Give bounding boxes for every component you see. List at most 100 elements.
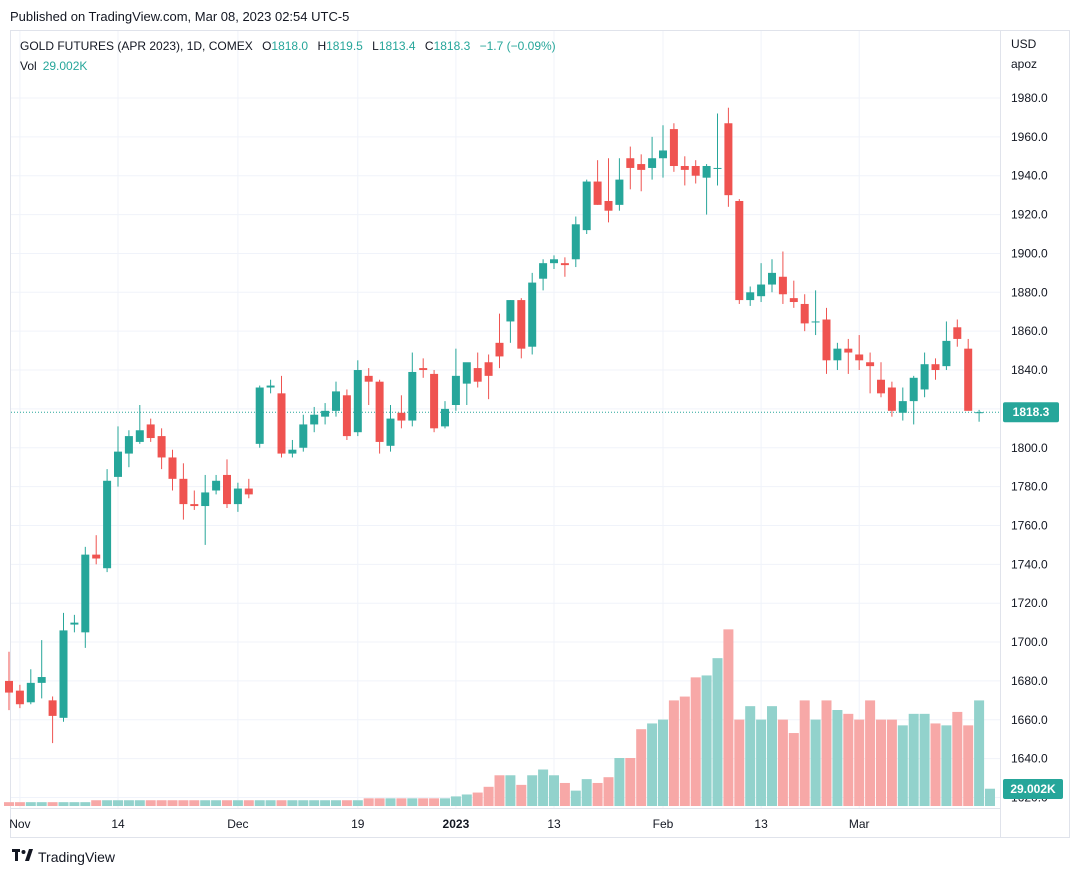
volume-bar [592, 782, 603, 806]
volume-bar [450, 796, 461, 806]
volume-bar [821, 700, 832, 806]
volume-legend: Vol 29.002K [20, 59, 87, 73]
volume-bar [14, 802, 25, 806]
candle-body [233, 488, 242, 505]
volume-bar [494, 775, 505, 806]
candle-body [124, 436, 133, 454]
candle-body [615, 179, 624, 205]
price-tick-label: 1960.0 [1011, 130, 1048, 144]
candle-body [517, 300, 526, 349]
candle-body [757, 284, 766, 297]
candle-body [811, 321, 820, 323]
volume-bar [232, 800, 243, 806]
volume-bar [156, 800, 167, 806]
chart-frame [10, 30, 1070, 838]
candle-body [397, 412, 406, 421]
volume-bar [647, 723, 658, 806]
candle-body [277, 393, 286, 454]
time-tick-label: Dec [227, 817, 248, 831]
candle-body [659, 150, 667, 159]
price-tick-label: 1700.0 [1011, 635, 1048, 649]
symbol-legend: GOLD FUTURES (APR 2023), 1D, COMEX O1818… [20, 39, 556, 53]
candle-body [342, 395, 351, 437]
volume-bar [222, 800, 232, 806]
price-tick-label: 1740.0 [1011, 557, 1048, 571]
close-label: C [424, 39, 434, 53]
candle-body [430, 373, 439, 429]
volume-bar [625, 758, 636, 806]
volume-bar [636, 729, 647, 806]
volume-bar [559, 782, 570, 806]
price-tick-label: 1880.0 [1011, 285, 1048, 299]
candle-body [702, 166, 711, 178]
volume-bar [799, 700, 810, 806]
symbol-title: GOLD FUTURES (APR 2023), 1D, COMEX [20, 39, 253, 53]
volume-bar [440, 798, 450, 806]
last-price-label: 1818.3 [1013, 405, 1050, 419]
volume-bar [658, 719, 668, 806]
time-tick-label: 2023 [443, 817, 470, 831]
brand-name: TradingView [38, 849, 116, 865]
published-caption: Published on TradingView.com, Mar 08, 20… [10, 9, 350, 24]
volume-bar [756, 719, 767, 806]
price-tick-label: 1900.0 [1011, 246, 1048, 260]
candle-body [462, 362, 471, 384]
candle-body [887, 387, 896, 411]
volume-bar [287, 800, 298, 806]
volume-bar [908, 713, 919, 806]
volume-bar [974, 700, 985, 806]
volume-bar [516, 784, 527, 806]
low-value: 1813.4 [378, 39, 416, 53]
candle-body [909, 377, 918, 402]
price-tick-label: 1780.0 [1011, 480, 1048, 494]
candle-body [724, 123, 733, 196]
candle-body [789, 298, 798, 303]
volume-label: Vol [20, 59, 37, 73]
volume-bar [527, 775, 538, 806]
time-tick-label: Mar [849, 817, 870, 831]
price-tick-label: 1920.0 [1011, 208, 1048, 222]
candle-body [419, 368, 428, 371]
tradingview-brand[interactable]: TradingView [12, 848, 115, 866]
candle-body [855, 354, 864, 361]
volume-bar [145, 800, 156, 806]
volume-bar [745, 706, 756, 806]
volume-bar [374, 798, 385, 806]
volume-bar [865, 700, 876, 806]
volume-bar [723, 629, 734, 806]
candle-body [15, 690, 24, 705]
volume-bar [243, 800, 254, 806]
close-value: 1818.3 [433, 39, 471, 53]
price-tick-label: 1760.0 [1011, 518, 1048, 532]
candle-body [310, 414, 319, 425]
candle-body [81, 554, 90, 633]
volume-bar [581, 779, 592, 806]
price-tick-label: 1860.0 [1011, 324, 1048, 338]
volume-bar [767, 706, 777, 806]
unit-label: apoz [1011, 57, 1038, 71]
volume-bar [549, 775, 559, 806]
candle-body [822, 319, 831, 361]
volume-bar [36, 802, 47, 806]
volume-bar [930, 723, 941, 806]
candle-body [364, 375, 373, 382]
volume-bar [69, 802, 80, 806]
candle-body [157, 436, 166, 458]
candle-body [201, 492, 210, 507]
candle-body [593, 181, 602, 205]
time-tick-label: Nov [9, 817, 30, 831]
volume-bar [668, 700, 679, 806]
candle-body [669, 129, 678, 167]
volume-bar [505, 775, 516, 806]
volume-bar [854, 719, 865, 806]
candle-body [942, 340, 951, 367]
price-tick-label: 1840.0 [1011, 363, 1048, 377]
candle-body [931, 364, 940, 371]
candle-body [898, 401, 907, 413]
volume-bar [570, 790, 581, 806]
candle-body [266, 385, 275, 388]
volume-bar [200, 800, 211, 806]
candle-body [495, 342, 504, 357]
volume-bar [418, 798, 429, 806]
